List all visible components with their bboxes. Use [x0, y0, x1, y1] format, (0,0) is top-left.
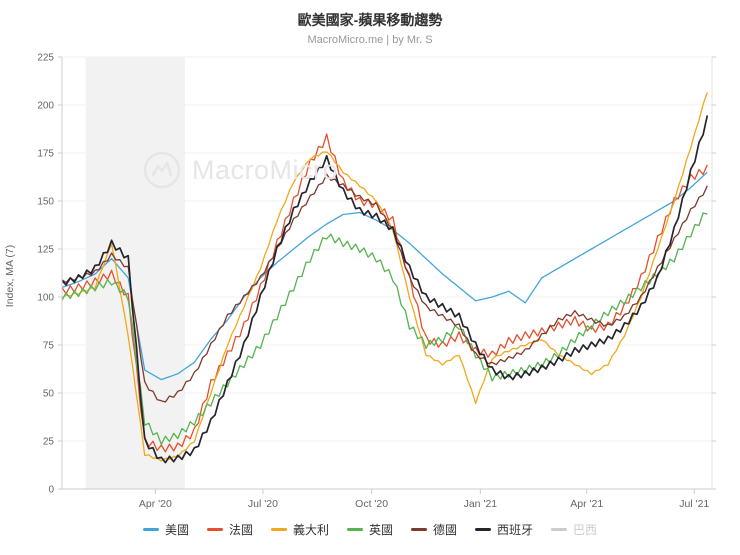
chart-header: 歐美國家-蘋果移動趨勢 MacroMicro.me | by Mr. S: [0, 10, 740, 46]
chart-title: 歐美國家-蘋果移動趨勢: [297, 12, 443, 28]
x-tick-label: Jan '21: [464, 498, 498, 510]
legend-marker-france: [206, 527, 223, 531]
highlight-band: [85, 57, 185, 489]
legend-marker-uk: [346, 527, 363, 531]
y-tick-label: 25: [43, 437, 55, 448]
y-tick-label: 175: [37, 149, 54, 160]
legend-label-us: 美國: [164, 522, 189, 537]
x-tick-label: Oct '20: [355, 498, 388, 510]
y-tick-label: 50: [43, 389, 55, 400]
chart-plot-area[interactable]: Index, MA (7) 0 25 50 75 100 125 150 175 200 225 A…: [0, 46, 740, 516]
legend-item-brazil[interactable]: 巴西: [551, 519, 597, 539]
y-tick-label: 225: [37, 53, 54, 64]
x-tick-label: Jul '20: [248, 498, 278, 510]
legend-item-us[interactable]: 美國: [142, 519, 189, 539]
x-tick-label: Apr '21: [570, 498, 603, 510]
series-line-germany: [61, 173, 708, 403]
legend-item-spain[interactable]: 西班牙: [475, 519, 533, 539]
legend-marker-us: [142, 527, 159, 531]
y-tick-label: 200: [37, 101, 54, 112]
y-tick-label: 100: [37, 293, 54, 304]
y-tick-label: 150: [37, 197, 54, 208]
legend-item-germany[interactable]: 德國: [411, 519, 457, 539]
legend-marker-germany: [411, 527, 427, 531]
series-line-france: [61, 133, 708, 453]
chart-subtitle: MacroMicro.me | by Mr. S: [307, 34, 433, 46]
legend-marker-brazil: [551, 527, 568, 531]
legend-label-brazil: 巴西: [573, 522, 598, 537]
y-tick-label: 125: [37, 245, 54, 256]
y-tick-label: 75: [43, 341, 55, 352]
y-tick-label: 0: [48, 485, 54, 496]
series-line-spain: [61, 115, 709, 464]
x-tick-label: Jul '21: [679, 498, 709, 510]
chart-legend: 美國 法國 義大利 英國 德國 西班牙 巴西: [0, 519, 740, 539]
legend-label-germany: 德國: [433, 522, 458, 537]
x-tick-label: Apr '20: [139, 498, 172, 510]
legend-item-italy[interactable]: 義大利: [270, 519, 329, 539]
series-line-uk: [61, 212, 708, 446]
legend-label-spain: 西班牙: [497, 522, 534, 537]
legend-label-italy: 義大利: [292, 522, 329, 537]
series-line-us: [61, 171, 708, 381]
legend-item-france[interactable]: 法國: [206, 519, 253, 539]
legend-item-uk[interactable]: 英國: [346, 519, 393, 539]
legend-label-uk: 英國: [368, 522, 393, 537]
legend-marker-italy: [270, 527, 287, 531]
legend-label-france: 法國: [228, 522, 253, 537]
legend-marker-spain: [475, 527, 492, 531]
y-axis-title: Index, MA (7): [4, 245, 16, 307]
